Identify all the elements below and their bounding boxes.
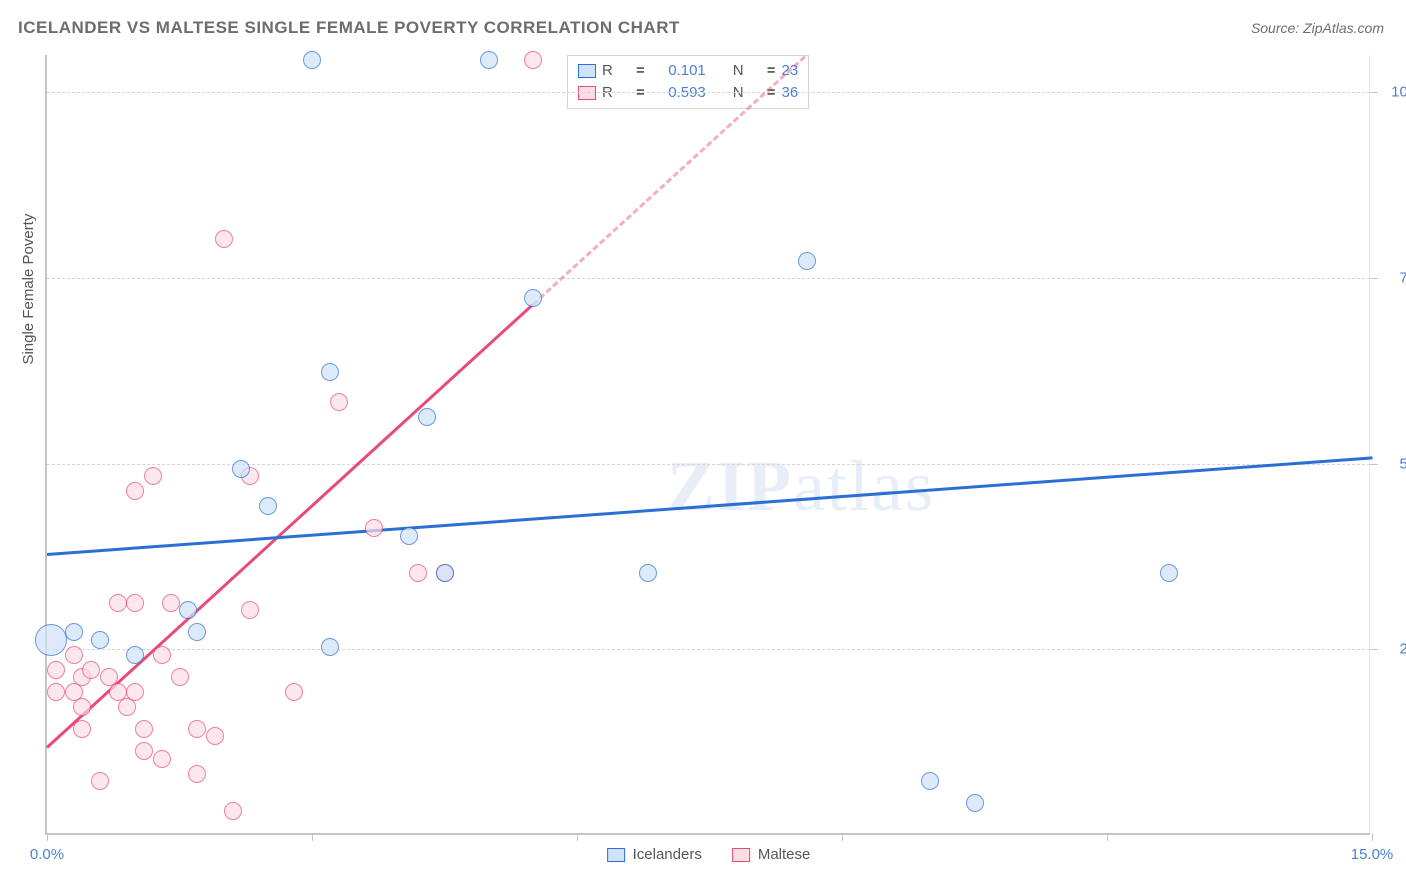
data-point-maltese	[365, 519, 383, 537]
data-point-maltese	[188, 720, 206, 738]
y-tick-label: 25.0%	[1382, 641, 1406, 658]
x-tick	[842, 833, 843, 841]
watermark: ZIPatlas	[667, 445, 935, 528]
data-point-maltese	[330, 393, 348, 411]
data-point-icelanders	[400, 527, 418, 545]
data-point-maltese	[47, 661, 65, 679]
data-point-maltese	[126, 594, 144, 612]
x-tick	[1372, 833, 1373, 841]
data-point-icelanders	[188, 623, 206, 641]
gridline	[47, 92, 1370, 93]
data-point-icelanders	[321, 638, 339, 656]
data-point-maltese	[135, 720, 153, 738]
data-point-maltese	[109, 594, 127, 612]
x-tick	[1107, 833, 1108, 841]
gridline	[47, 278, 1370, 279]
gridline	[47, 649, 1370, 650]
chart-title: ICELANDER VS MALTESE SINGLE FEMALE POVER…	[18, 18, 680, 38]
data-point-maltese	[91, 772, 109, 790]
swatch-icelanders	[578, 64, 596, 78]
series-legend: Icelanders Maltese	[607, 846, 811, 863]
data-point-icelanders	[798, 252, 816, 270]
data-point-icelanders	[303, 51, 321, 69]
data-point-icelanders	[91, 631, 109, 649]
x-tick	[47, 833, 48, 841]
data-point-icelanders	[259, 497, 277, 515]
legend-row-icelanders: R = 0.101 N = 23	[578, 60, 798, 82]
data-point-maltese	[144, 467, 162, 485]
plot-area: ZIPatlas R = 0.101 N = 23 R = 0.593 N =	[45, 55, 1370, 835]
x-tick	[312, 833, 313, 841]
data-point-maltese	[47, 683, 65, 701]
chart-container: ICELANDER VS MALTESE SINGLE FEMALE POVER…	[0, 0, 1406, 892]
y-tick-label: 100.0%	[1382, 84, 1406, 101]
data-point-icelanders	[480, 51, 498, 69]
data-point-maltese	[135, 742, 153, 760]
swatch-maltese	[732, 848, 750, 862]
y-tick-label: 50.0%	[1382, 455, 1406, 472]
x-tick	[577, 833, 578, 841]
data-point-icelanders	[436, 564, 454, 582]
watermark-light: atlas	[793, 446, 935, 526]
y-tick-label: 75.0%	[1382, 269, 1406, 286]
data-point-icelanders	[126, 646, 144, 664]
data-point-icelanders	[321, 363, 339, 381]
data-point-icelanders	[524, 289, 542, 307]
legend-item-icelanders: Icelanders	[607, 846, 702, 863]
data-point-maltese	[82, 661, 100, 679]
data-point-icelanders	[418, 408, 436, 426]
data-point-maltese	[73, 720, 91, 738]
legend-label-icelanders: Icelanders	[633, 846, 702, 863]
x-tick-label: 0.0%	[30, 846, 64, 863]
eq-sign: =	[767, 60, 776, 82]
data-point-icelanders	[65, 623, 83, 641]
data-point-maltese	[188, 765, 206, 783]
legend-label-maltese: Maltese	[758, 846, 811, 863]
swatch-icelanders	[607, 848, 625, 862]
eq-sign: =	[636, 60, 645, 82]
data-point-icelanders	[232, 460, 250, 478]
y-tick	[1370, 464, 1378, 465]
data-point-icelanders	[921, 772, 939, 790]
y-tick	[1370, 92, 1378, 93]
data-point-maltese	[524, 51, 542, 69]
data-point-maltese	[206, 727, 224, 745]
data-point-maltese	[126, 683, 144, 701]
data-point-maltese	[285, 683, 303, 701]
x-tick-label: 15.0%	[1351, 846, 1394, 863]
data-point-icelanders	[1160, 564, 1178, 582]
y-axis-title: Single Female Poverty	[20, 214, 37, 365]
data-point-maltese	[126, 482, 144, 500]
y-tick	[1370, 649, 1378, 650]
y-tick	[1370, 278, 1378, 279]
data-point-maltese	[241, 601, 259, 619]
data-point-maltese	[73, 698, 91, 716]
n-label: N	[733, 60, 761, 82]
legend-item-maltese: Maltese	[732, 846, 811, 863]
r-value-icelanders: 0.101	[651, 60, 706, 82]
data-point-maltese	[153, 750, 171, 768]
data-point-icelanders	[179, 601, 197, 619]
r-label: R	[602, 60, 630, 82]
watermark-bold: ZIP	[667, 446, 793, 526]
data-point-maltese	[153, 646, 171, 664]
data-point-maltese	[215, 230, 233, 248]
data-point-maltese	[162, 594, 180, 612]
source-attribution: Source: ZipAtlas.com	[1251, 20, 1384, 36]
data-point-maltese	[65, 646, 83, 664]
data-point-icelanders	[35, 624, 67, 656]
data-point-icelanders	[639, 564, 657, 582]
data-point-icelanders	[966, 794, 984, 812]
right-axis-line	[1369, 55, 1370, 833]
data-point-maltese	[409, 564, 427, 582]
data-point-maltese	[171, 668, 189, 686]
data-point-maltese	[224, 802, 242, 820]
trend-line	[46, 303, 534, 748]
